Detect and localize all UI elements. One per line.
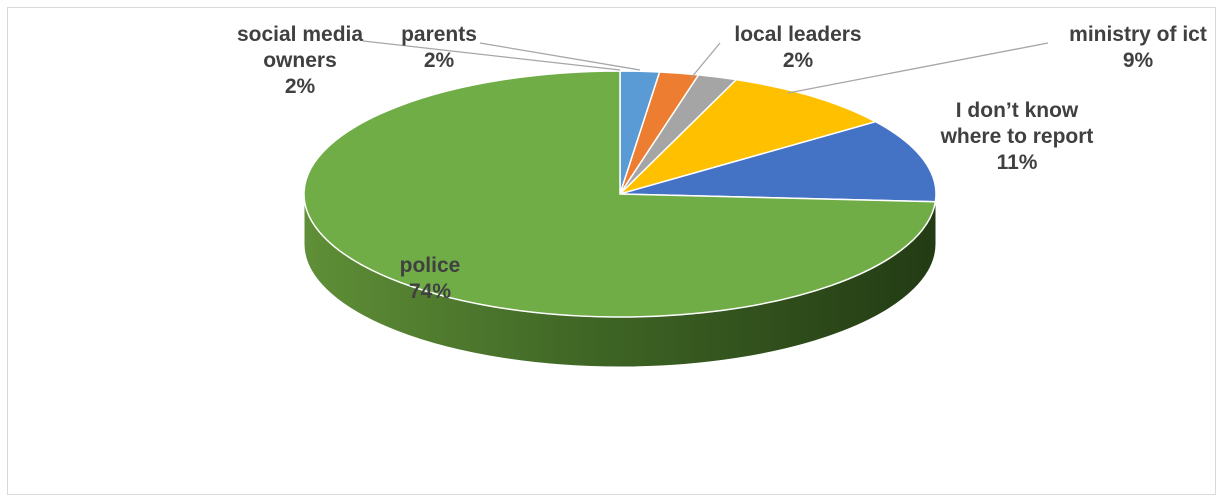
- chart-frame: social media owners 2% parents 2% local leade…: [7, 7, 1216, 495]
- leader-line-social-media-owners: [362, 40, 621, 71]
- data-label-social-media-owners: social media owners 2%: [237, 23, 363, 98]
- data-label-i-don-t-know-where-to-report: I don’t know where to report 11%: [940, 99, 1094, 174]
- leader-line-local-leaders: [690, 42, 721, 79]
- pie-slice-layer: [303, 70, 937, 318]
- data-label-layer: social media owners 2% parents 2% local leade…: [237, 23, 1207, 303]
- pie-chart: social media owners 2% parents 2% local leade…: [237, 23, 1207, 368]
- data-label-ministry-of-ict: ministry of ict 9%: [1069, 23, 1207, 72]
- pie-slice-i-don-t-know-where-to-report: [619, 120, 937, 203]
- pie-slice-ministry-of-ict: [619, 78, 878, 195]
- leader-line-ministry-of-ict: [787, 42, 1049, 94]
- leader-line-layer: [362, 40, 1049, 94]
- data-label-police: police 74%: [400, 254, 461, 303]
- leader-line-parents: [479, 42, 641, 71]
- data-label-parents: parents 2%: [401, 23, 477, 72]
- data-label-local-leaders: local leaders 2%: [734, 23, 861, 72]
- pie-slice-police: [303, 70, 937, 318]
